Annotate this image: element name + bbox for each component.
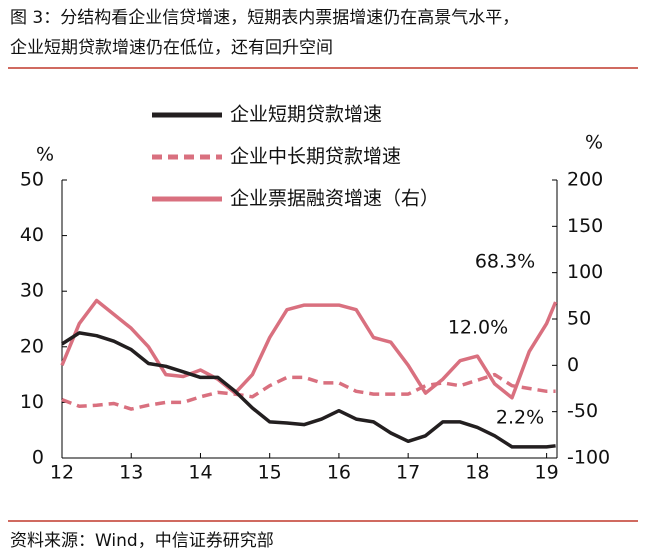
x-tick-label: 14 (188, 462, 212, 484)
y-axis-label: % (36, 144, 54, 166)
x-tick-label: 16 (327, 462, 351, 484)
y2-tick-label: 50 (567, 308, 591, 330)
x-tick-label: 19 (535, 462, 559, 484)
y2-tick-label: 0 (567, 354, 579, 376)
series-line (61, 372, 556, 411)
chart-title: 图 3：分结构看企业信贷增速，短期表内票据增速仍在高景气水平， (10, 8, 519, 28)
series-line (60, 298, 558, 400)
source: 资料来源：Wind，中信证券研究部 (10, 531, 274, 551)
legend-label: 企业中长期贷款增速 (230, 146, 401, 168)
x-tick-label: 17 (396, 462, 420, 484)
annotation: 2.2% (496, 407, 544, 429)
y-tick-label: 40 (20, 224, 44, 246)
series-line (61, 331, 556, 449)
y2-tick-label: -50 (567, 400, 598, 422)
y2-axis-label: % (585, 132, 603, 154)
annotation: 68.3% (475, 251, 535, 273)
legend-label: 企业短期贷款增速 (230, 104, 382, 126)
annotation: 12.0% (448, 317, 508, 339)
x-tick-label: 13 (119, 462, 143, 484)
y-tick-label: 20 (20, 335, 44, 357)
x-tick-label: 18 (465, 462, 489, 484)
x-tick-label: 12 (50, 462, 74, 484)
y-tick-label: 50 (20, 169, 44, 191)
y-tick-label: 10 (20, 391, 44, 413)
y2-tick-label: 150 (567, 215, 603, 237)
y2-tick-label: 100 (567, 261, 603, 283)
chart-title: 企业短期贷款增速仍在低位，还有回升空间 (10, 38, 333, 58)
legend-label: 企业票据融资增速（右） (230, 188, 439, 210)
y-tick-label: 30 (20, 280, 44, 302)
y2-tick-label: 200 (567, 169, 603, 191)
y-tick-label: 0 (32, 447, 44, 469)
y2-tick-label: -100 (567, 447, 610, 469)
x-tick-label: 15 (258, 462, 282, 484)
